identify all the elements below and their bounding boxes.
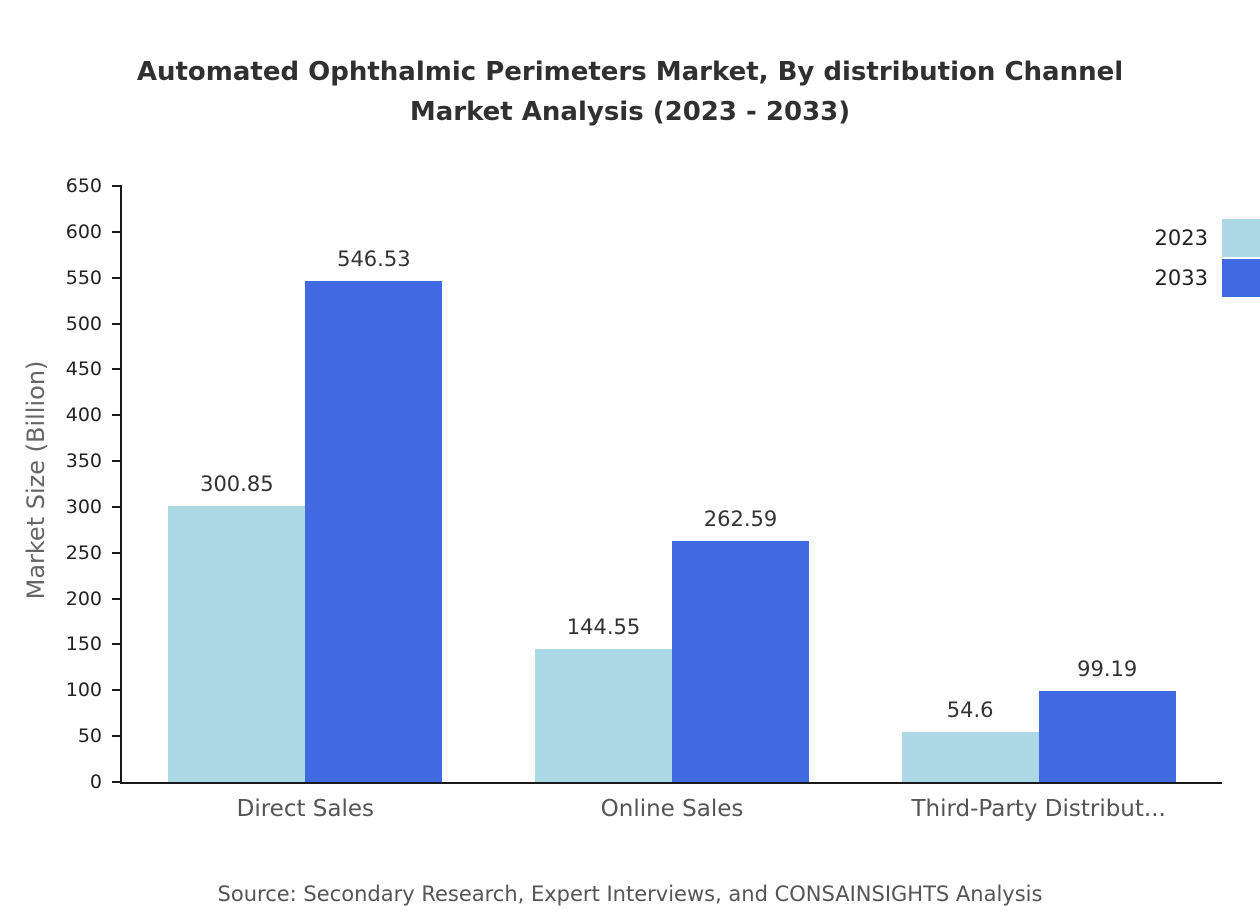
- y-axis-tick-label: 150: [65, 633, 102, 656]
- y-axis-tick-label: 50: [77, 725, 102, 748]
- y-axis-tick-mark: [112, 460, 122, 463]
- y-axis-tick-mark: [112, 322, 122, 325]
- bar-value-label: 99.19: [1077, 657, 1138, 682]
- y-axis-tick-mark: [112, 368, 122, 371]
- y-axis-tick-mark: [112, 505, 122, 508]
- chart-title-line-2: Market Analysis (2023 - 2033): [409, 97, 851, 127]
- bar-value-label: 546.53: [337, 246, 411, 271]
- y-axis-tick-mark: [112, 414, 122, 417]
- y-axis-tick-label: 600: [65, 220, 102, 243]
- y-axis-tick-mark: [112, 597, 122, 600]
- y-axis-tick-label: 550: [65, 266, 102, 289]
- y-axis-tick-label: 250: [65, 541, 102, 564]
- chart-title: Automated Ophthalmic Perimeters Market, …: [0, 52, 1260, 132]
- y-axis-tick-mark: [112, 689, 122, 692]
- legend-entry-2023: 2023: [1155, 218, 1260, 258]
- chart-title-line-1: Automated Ophthalmic Perimeters Market, …: [136, 57, 1124, 87]
- bar-value-label: 300.85: [200, 472, 274, 497]
- y-axis-tick-mark: [112, 781, 122, 783]
- y-axis-tick-label: 650: [65, 175, 102, 197]
- legend-label: 2023: [1154, 226, 1208, 250]
- y-axis-tick-mark: [112, 551, 122, 554]
- y-axis-tick-label: 100: [65, 679, 102, 702]
- y-axis-tick-mark: [112, 735, 122, 738]
- bar-2033-Third-Party Distribut...: [1038, 691, 1176, 782]
- y-axis-tick-mark: [112, 643, 122, 646]
- y-axis-tick-label: 300: [65, 495, 102, 518]
- legend-swatch: [1222, 219, 1260, 257]
- y-axis-tick-label: 350: [65, 450, 102, 473]
- y-axis-tick-mark: [112, 276, 122, 279]
- bar-value-label: 144.55: [566, 615, 641, 640]
- y-axis-tick-mark: [112, 230, 122, 233]
- bar-2033-Online Sales: [672, 541, 809, 782]
- legend-label: 2033: [1154, 266, 1208, 290]
- y-axis-tick-mark: [112, 185, 122, 187]
- x-axis-category-label: Direct Sales: [236, 796, 375, 822]
- x-axis-category-label: Third-Party Distribut...: [911, 796, 1166, 822]
- y-axis-tick-label: 400: [65, 404, 102, 427]
- y-axis-tick-label: 500: [65, 312, 102, 335]
- legend-swatch: [1222, 259, 1260, 297]
- y-axis-tick-label: 450: [65, 358, 102, 381]
- bar-2033-Direct Sales: [305, 280, 443, 782]
- y-axis-tick-label: 0: [89, 771, 102, 793]
- y-axis-tick-label: 200: [65, 587, 102, 610]
- bar-2023-Online Sales: [535, 649, 672, 782]
- chart-legend: 2023 2033: [1155, 218, 1260, 298]
- x-axis-category-label: Online Sales: [600, 796, 744, 822]
- bar-2023-Third-Party Distribut...: [901, 731, 1039, 782]
- source-note: Source: Secondary Research, Expert Inter…: [217, 882, 1043, 906]
- bar-2023-Direct Sales: [168, 506, 306, 782]
- legend-entry-2033: 2033: [1155, 258, 1260, 298]
- bar-value-label: 262.59: [703, 507, 778, 532]
- bar-value-label: 54.6: [946, 697, 994, 722]
- plot-area: 0 50 100 150 200 250 300 350 400 450 500 550 600 650 D…: [66, 175, 1222, 822]
